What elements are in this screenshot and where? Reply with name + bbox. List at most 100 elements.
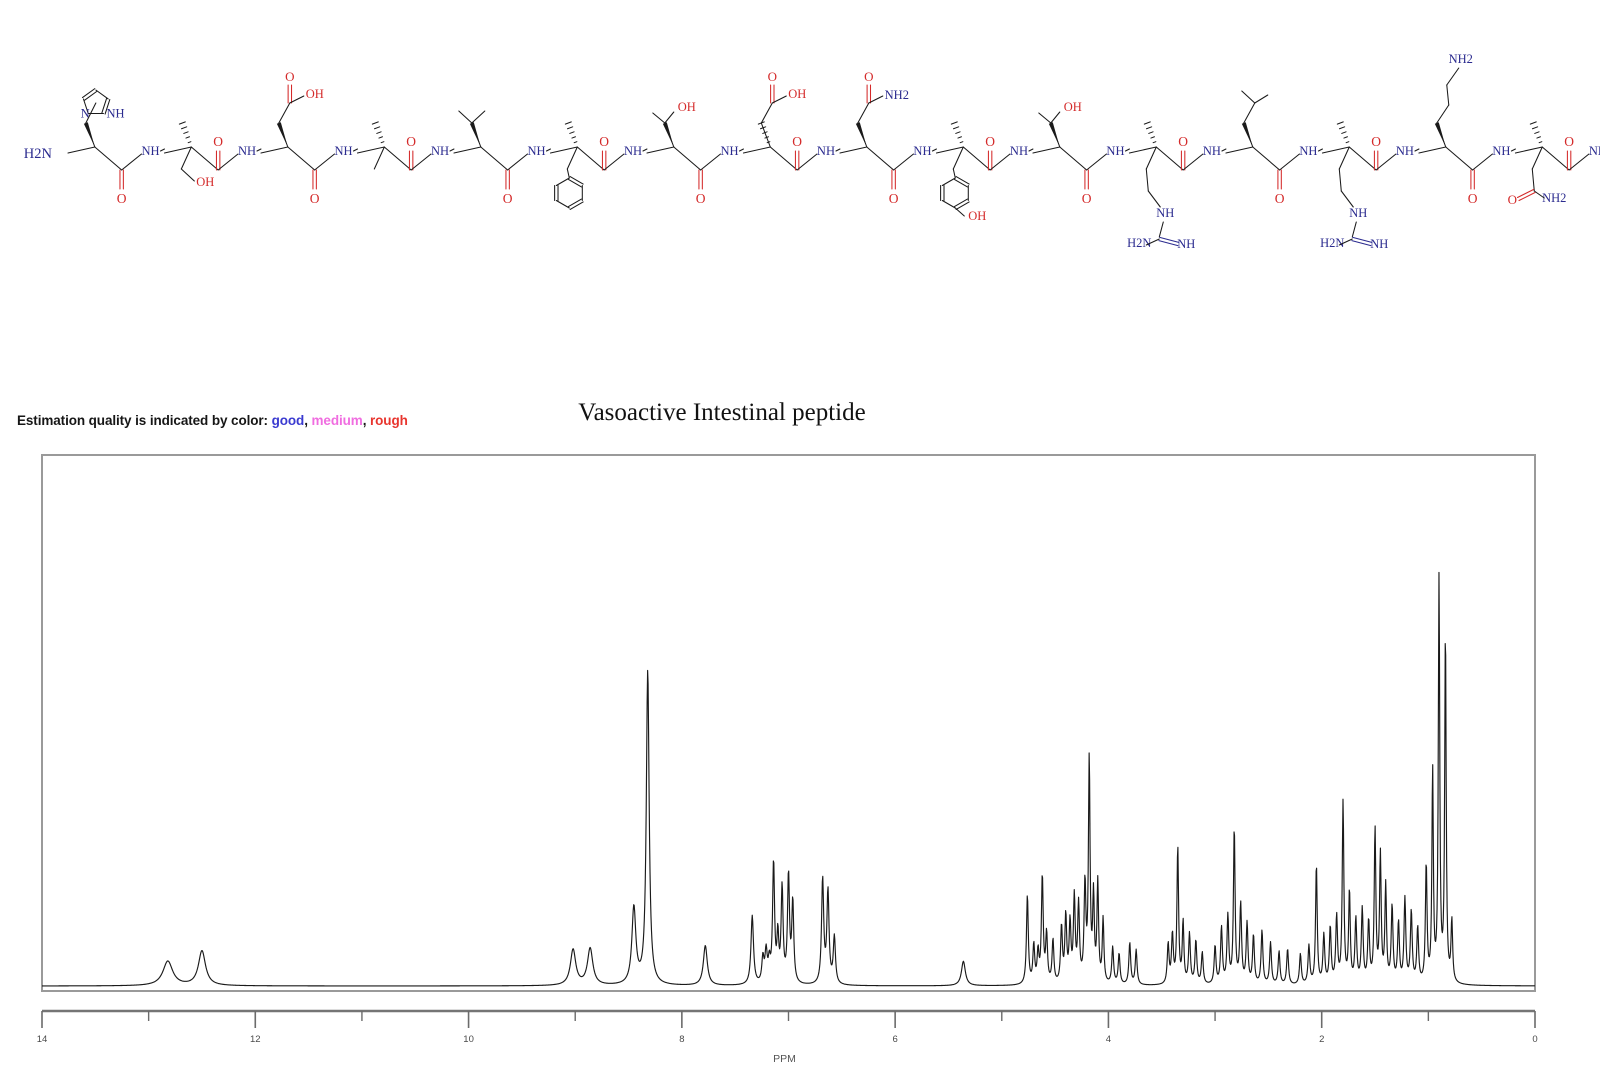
sidechain-bond	[857, 122, 868, 148]
sidechain-bond	[566, 146, 578, 170]
sidechain-bond	[868, 95, 884, 104]
stereo-hash	[569, 131, 575, 134]
backbone-bond	[1182, 153, 1204, 171]
backbone-bond	[1155, 146, 1184, 171]
sidechain-bond	[857, 102, 870, 124]
backbone-bond	[453, 146, 482, 154]
backbone-bond	[576, 146, 605, 171]
backbone-bond	[1348, 146, 1377, 171]
guanidino-h2n-label: H2N	[1320, 236, 1344, 250]
guanidino-nh-label: NH	[1349, 206, 1367, 220]
spectrum-trace	[41, 571, 1536, 987]
sidechain-bond	[1338, 238, 1353, 246]
sidechain-bond	[1531, 168, 1535, 192]
stereo-hash	[950, 121, 958, 125]
nmr-spectrum-chart: 14 12 10 8 6 4 2 0 PPM	[37, 454, 1538, 1065]
ring-double-bond	[101, 97, 108, 114]
ring-double-bond	[83, 90, 98, 101]
backbone-bond	[217, 153, 239, 171]
stereo-hash	[1338, 126, 1346, 130]
aromatic-bond	[941, 177, 956, 187]
estimation-quality-legend: Estimation quality is indicated by color…	[17, 413, 408, 428]
stereo-hash	[178, 121, 186, 125]
stereo-hash	[957, 136, 962, 139]
backbone-bond	[1445, 146, 1474, 171]
stereo-hash	[1148, 131, 1154, 134]
aromatic-double-bond	[567, 198, 582, 208]
sidechain-bond	[1050, 122, 1061, 148]
backbone-bond	[1317, 148, 1323, 152]
backbone-bond	[931, 148, 937, 152]
stereo-hash	[374, 126, 381, 130]
backbone-bond	[1032, 146, 1061, 154]
backbone-bond	[769, 146, 798, 171]
sidechain-bond	[1446, 84, 1450, 106]
backbone-bond	[835, 148, 841, 152]
backbone-bond	[642, 148, 648, 152]
sidechain-bond	[1243, 122, 1254, 148]
sidechain-bond	[278, 122, 289, 148]
hydroxyl-label: OH	[1064, 100, 1082, 114]
carbonyl-oxygen-label: O	[310, 191, 320, 206]
guanidino-double-bond	[1158, 240, 1179, 247]
backbone-bond	[159, 148, 166, 152]
x-axis-tick-label: 14	[37, 1034, 48, 1045]
stereo-hash	[959, 141, 964, 144]
aromatic-bond	[941, 199, 956, 209]
amide-nh-label: NH	[1203, 144, 1221, 158]
aromatic-double-bond	[569, 176, 584, 185]
stereo-hash	[573, 141, 578, 144]
stereo-hash	[1336, 121, 1344, 125]
carboxyl-oxygen-label: O	[768, 69, 777, 84]
amide-nh-label: NH	[913, 144, 931, 158]
sidechain-bond	[1436, 104, 1450, 124]
stereo-hash	[953, 126, 960, 130]
amide-nh-label: NH	[624, 144, 642, 158]
aromatic-double-bond	[569, 201, 584, 210]
backbone-bond	[163, 146, 192, 154]
stereo-hash	[571, 136, 576, 139]
sidechain-bond	[760, 102, 773, 124]
sidechain-bond	[1533, 190, 1545, 199]
backbone-bond	[1059, 146, 1088, 171]
backbone-bond	[1086, 153, 1107, 171]
sidechain-bond	[1145, 238, 1160, 246]
guanidino-double-bond	[1351, 240, 1372, 247]
carbonyl-oxygen-label: O	[1371, 134, 1381, 149]
stereo-hash	[1534, 131, 1540, 134]
guanidino-nh-label: NH	[1156, 206, 1174, 220]
legend-comma-2: ,	[362, 413, 367, 428]
sidechain-bond	[952, 146, 964, 170]
stereo-hash	[185, 136, 190, 139]
sidechain-bond	[180, 168, 195, 182]
carbonyl-oxygen-label: O	[599, 134, 609, 149]
sidechain-bond	[1241, 90, 1256, 104]
amide-nh-label: NH	[238, 144, 256, 158]
backbone-bond	[673, 146, 702, 171]
page-title: Vasoactive Intestinal peptide	[0, 399, 1600, 427]
x-axis-tick-label: 2	[1319, 1034, 1324, 1045]
sidechain-bond	[1436, 122, 1447, 148]
sidechain-bond	[373, 146, 385, 170]
amide-nh2-label: NH2	[885, 88, 909, 102]
imidazole-nh-label: NH	[106, 107, 124, 121]
stereo-hash	[1152, 141, 1157, 144]
aromatic-double-bond	[955, 201, 970, 210]
backbone-bond	[314, 153, 336, 171]
amide-nh-label: NH	[431, 144, 449, 158]
stereo-hash	[376, 131, 382, 134]
carbonyl-oxygen-label: O	[889, 191, 899, 206]
amide-nh-label: NH	[1106, 144, 1124, 158]
backbone-bond	[866, 146, 895, 171]
amide-nh-label: NH	[1396, 144, 1414, 158]
imidazole-n-label: N	[81, 107, 90, 121]
x-axis-title: PPM	[773, 1053, 796, 1065]
legend-prefix-label: Estimation quality is indicated by color…	[17, 413, 268, 428]
amide-nh-label: NH	[527, 144, 545, 158]
backbone-bond	[356, 146, 385, 154]
x-axis-tick-label: 0	[1532, 1034, 1537, 1045]
aromatic-bond	[555, 177, 570, 187]
backbone-bond	[190, 146, 219, 171]
backbone-bond	[962, 146, 991, 171]
aromatic-double-bond	[953, 198, 968, 208]
